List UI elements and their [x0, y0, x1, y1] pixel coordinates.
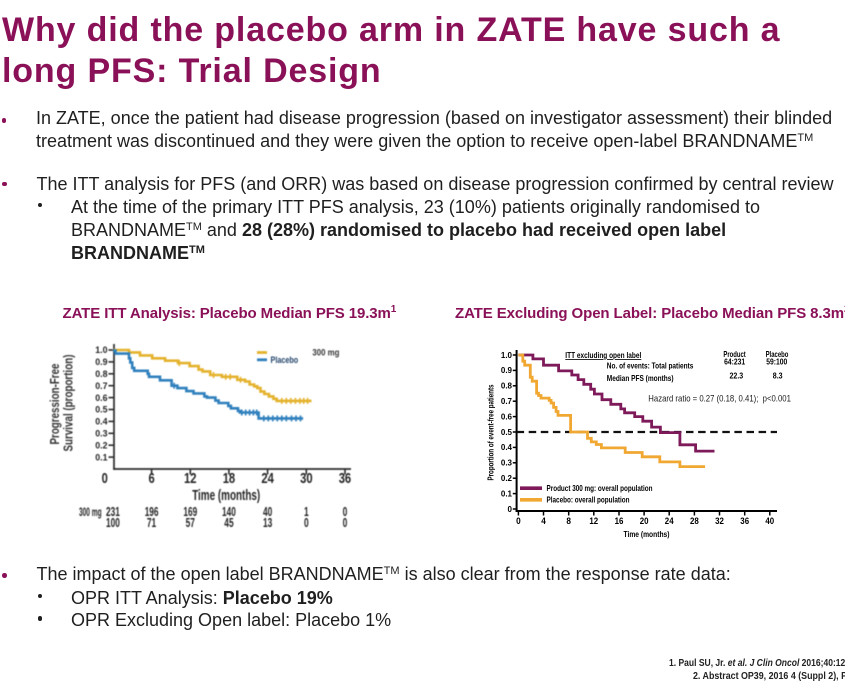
svg-text:Hazard ratio = 0.27 (0.18, 0.4: Hazard ratio = 0.27 (0.18, 0.41); p<0.00… [648, 394, 791, 405]
svg-text:0.1: 0.1 [501, 489, 513, 498]
svg-text:20: 20 [640, 516, 649, 526]
svg-text:16: 16 [615, 516, 624, 526]
svg-text:0.5: 0.5 [95, 405, 107, 415]
svg-text:0.6: 0.6 [501, 412, 513, 421]
svg-text:36: 36 [740, 516, 749, 526]
svg-text:0.6: 0.6 [95, 393, 107, 403]
svg-text:0: 0 [516, 516, 521, 526]
svg-text:Placebo: Placebo [766, 349, 789, 359]
svg-text:0.1: 0.1 [95, 452, 107, 462]
svg-text:24: 24 [261, 471, 274, 487]
svg-text:12: 12 [589, 516, 598, 526]
svg-text:0.5: 0.5 [501, 428, 513, 437]
svg-text:18: 18 [223, 471, 236, 487]
svg-text:0.7: 0.7 [95, 381, 107, 391]
svg-text:57: 57 [186, 516, 195, 530]
svg-text:4: 4 [541, 516, 546, 526]
svg-text:8.3: 8.3 [773, 371, 783, 381]
svg-text:0.8: 0.8 [501, 382, 513, 391]
svg-text:1: 1 [304, 505, 309, 519]
svg-text:64:231: 64:231 [724, 357, 745, 367]
svg-text:0.4: 0.4 [501, 443, 513, 452]
svg-text:ITT excluding open label: ITT excluding open label [565, 350, 641, 360]
svg-text:28: 28 [690, 516, 699, 526]
svg-text:0: 0 [508, 505, 513, 514]
svg-text:Product 300 mg: overall popula: Product 300 mg: overall population [547, 483, 653, 493]
svg-text:0.9: 0.9 [501, 366, 513, 375]
svg-text:169: 169 [183, 505, 197, 519]
svg-text:59:100: 59:100 [766, 357, 787, 367]
svg-text:Time (months): Time (months) [192, 487, 260, 504]
svg-text:300 mg: 300 mg [79, 507, 102, 519]
svg-text:196: 196 [145, 505, 159, 519]
svg-text:1.0: 1.0 [95, 345, 107, 355]
svg-text:0: 0 [102, 471, 108, 487]
svg-text:45: 45 [224, 516, 233, 530]
svg-text:32: 32 [715, 516, 724, 526]
svg-text:24: 24 [665, 516, 674, 526]
svg-text:0.8: 0.8 [95, 369, 107, 379]
svg-text:300 mg: 300 mg [312, 348, 339, 359]
svg-text:Progression-Free: Progression-Free [48, 363, 62, 444]
svg-text:40: 40 [765, 516, 774, 526]
svg-text:13: 13 [263, 516, 272, 530]
svg-text:100: 100 [106, 516, 120, 530]
svg-text:12: 12 [184, 471, 197, 487]
svg-text:22.3: 22.3 [730, 371, 744, 381]
svg-text:8: 8 [566, 516, 571, 526]
svg-text:0.9: 0.9 [95, 357, 107, 367]
svg-text:0.3: 0.3 [501, 459, 513, 468]
svg-text:Placebo: Placebo [271, 355, 299, 366]
svg-text:71: 71 [147, 516, 156, 530]
svg-text:0.2: 0.2 [501, 474, 513, 483]
svg-text:231: 231 [106, 505, 120, 519]
svg-text:Proportion of event-free patie: Proportion of event-free patients [486, 384, 496, 480]
svg-text:0.3: 0.3 [95, 429, 107, 439]
svg-text:1.0: 1.0 [501, 351, 513, 360]
svg-text:Time (months): Time (months) [624, 529, 670, 539]
svg-text:Product: Product [723, 349, 746, 359]
svg-text:Median PFS (months): Median PFS (months) [607, 373, 674, 383]
svg-text:36: 36 [339, 471, 352, 487]
svg-text:Placebo: overall population: Placebo: overall population [547, 495, 630, 505]
svg-text:0.2: 0.2 [95, 440, 107, 450]
svg-text:6: 6 [149, 471, 155, 487]
svg-text:Survival (proportion): Survival (proportion) [62, 355, 76, 452]
svg-text:140: 140 [222, 505, 236, 519]
svg-text:30: 30 [300, 471, 313, 487]
svg-text:0.4: 0.4 [95, 417, 107, 427]
svg-text:0.7: 0.7 [501, 397, 513, 406]
svg-text:0: 0 [343, 516, 348, 530]
svg-text:0: 0 [343, 505, 348, 519]
svg-text:0: 0 [304, 516, 309, 530]
svg-text:40: 40 [263, 505, 272, 519]
svg-text:No. of events: Total patients: No. of events: Total patients [607, 361, 694, 371]
